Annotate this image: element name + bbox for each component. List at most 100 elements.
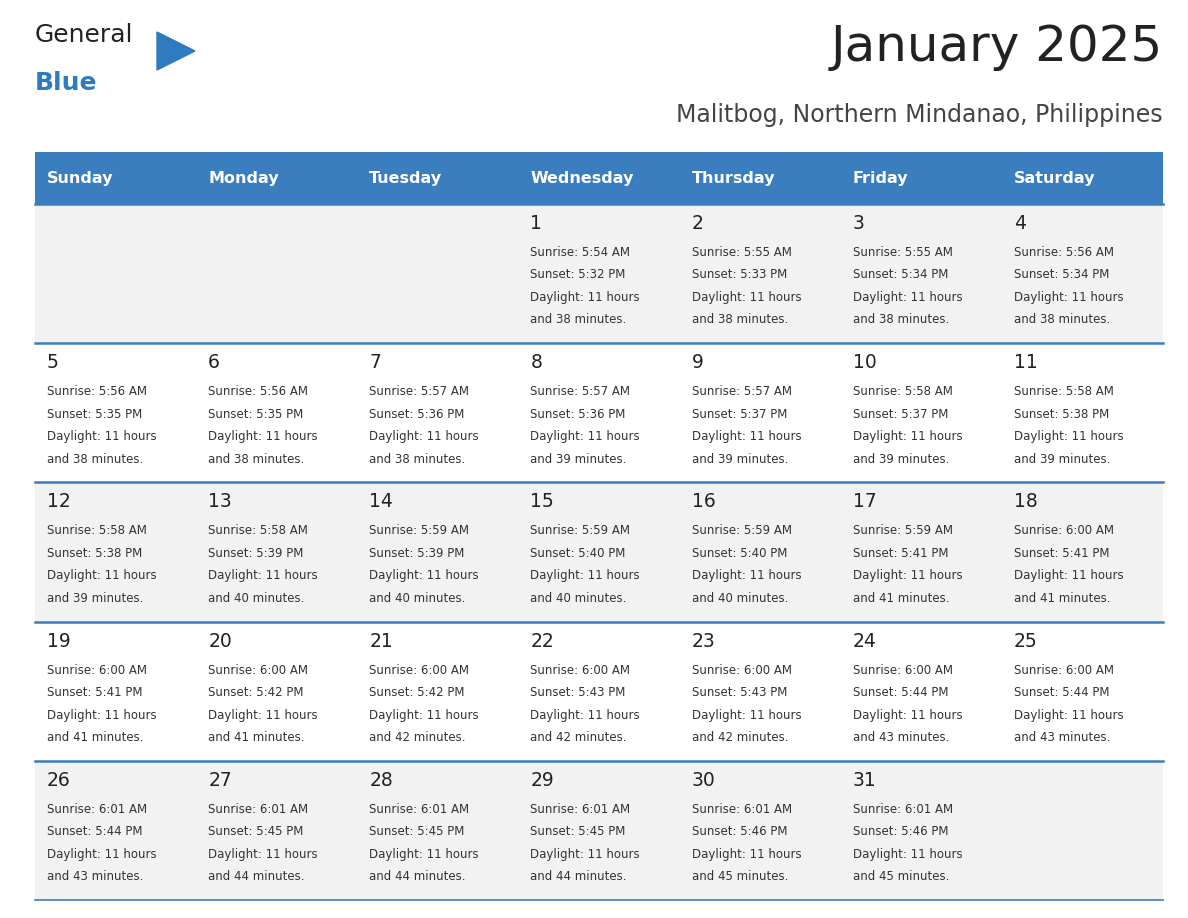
Bar	[34, 343, 1163, 482]
Text: 31: 31	[853, 771, 877, 789]
Text: Daylight: 11 hours: Daylight: 11 hours	[48, 848, 157, 861]
Text: Sunrise: 6:00 AM: Sunrise: 6:00 AM	[1013, 664, 1114, 677]
Text: and 38 minutes.: and 38 minutes.	[691, 314, 788, 327]
Text: Sunrise: 6:00 AM: Sunrise: 6:00 AM	[208, 664, 308, 677]
Text: Daylight: 11 hours: Daylight: 11 hours	[369, 431, 479, 443]
Text: Daylight: 11 hours: Daylight: 11 hours	[208, 431, 317, 443]
Text: Friday: Friday	[853, 171, 909, 185]
Text: Daylight: 11 hours: Daylight: 11 hours	[691, 848, 801, 861]
Text: and 38 minutes.: and 38 minutes.	[208, 453, 304, 465]
Bar	[34, 621, 1163, 761]
Bar	[841, 152, 1001, 204]
Text: Sunset: 5:41 PM: Sunset: 5:41 PM	[1013, 547, 1110, 560]
Text: 6: 6	[208, 353, 220, 372]
Text: Sunset: 5:45 PM: Sunset: 5:45 PM	[369, 825, 465, 838]
Text: Sunset: 5:40 PM: Sunset: 5:40 PM	[691, 547, 786, 560]
Text: and 40 minutes.: and 40 minutes.	[530, 592, 627, 605]
Text: Sunrise: 6:00 AM: Sunrise: 6:00 AM	[691, 664, 791, 677]
Text: and 41 minutes.: and 41 minutes.	[853, 592, 949, 605]
Bar	[34, 482, 1163, 621]
Text: Daylight: 11 hours: Daylight: 11 hours	[48, 431, 157, 443]
Text: Daylight: 11 hours: Daylight: 11 hours	[853, 291, 962, 304]
Text: Sunrise: 5:57 AM: Sunrise: 5:57 AM	[369, 386, 469, 398]
Text: 13: 13	[208, 492, 232, 511]
Text: Daylight: 11 hours: Daylight: 11 hours	[530, 569, 640, 582]
Text: Daylight: 11 hours: Daylight: 11 hours	[208, 569, 317, 582]
Text: Daylight: 11 hours: Daylight: 11 hours	[853, 709, 962, 722]
Text: Sunset: 5:43 PM: Sunset: 5:43 PM	[530, 686, 626, 700]
Text: Sunset: 5:32 PM: Sunset: 5:32 PM	[530, 268, 626, 282]
Text: 22: 22	[530, 632, 554, 651]
Bar	[680, 152, 841, 204]
Text: Daylight: 11 hours: Daylight: 11 hours	[853, 848, 962, 861]
Text: 24: 24	[853, 632, 877, 651]
Polygon shape	[157, 32, 195, 70]
Text: Sunset: 5:41 PM: Sunset: 5:41 PM	[48, 686, 143, 700]
Text: Sunset: 5:38 PM: Sunset: 5:38 PM	[48, 547, 143, 560]
Text: Daylight: 11 hours: Daylight: 11 hours	[691, 431, 801, 443]
Text: 16: 16	[691, 492, 715, 511]
Text: Sunset: 5:35 PM: Sunset: 5:35 PM	[208, 408, 303, 420]
Text: Daylight: 11 hours: Daylight: 11 hours	[691, 569, 801, 582]
Text: and 39 minutes.: and 39 minutes.	[1013, 453, 1111, 465]
Text: and 44 minutes.: and 44 minutes.	[208, 870, 304, 883]
Text: Sunset: 5:39 PM: Sunset: 5:39 PM	[369, 547, 465, 560]
Text: Sunset: 5:42 PM: Sunset: 5:42 PM	[208, 686, 304, 700]
Text: 25: 25	[1013, 632, 1037, 651]
Bar	[518, 152, 680, 204]
Text: Sunset: 5:37 PM: Sunset: 5:37 PM	[691, 408, 786, 420]
Text: 15: 15	[530, 492, 554, 511]
Text: Sunrise: 6:01 AM: Sunrise: 6:01 AM	[208, 803, 308, 816]
Text: 14: 14	[369, 492, 393, 511]
Text: Sunrise: 5:58 AM: Sunrise: 5:58 AM	[208, 524, 308, 537]
Text: and 43 minutes.: and 43 minutes.	[853, 731, 949, 744]
Text: 23: 23	[691, 632, 715, 651]
Text: and 40 minutes.: and 40 minutes.	[691, 592, 788, 605]
Text: Sunrise: 5:59 AM: Sunrise: 5:59 AM	[369, 524, 469, 537]
Text: and 43 minutes.: and 43 minutes.	[1013, 731, 1111, 744]
Text: Sunrise: 5:57 AM: Sunrise: 5:57 AM	[530, 386, 631, 398]
Text: Sunrise: 6:01 AM: Sunrise: 6:01 AM	[853, 803, 953, 816]
Text: Sunset: 5:41 PM: Sunset: 5:41 PM	[853, 547, 948, 560]
Text: Sunset: 5:45 PM: Sunset: 5:45 PM	[208, 825, 303, 838]
Text: Sunrise: 6:00 AM: Sunrise: 6:00 AM	[369, 664, 469, 677]
Text: Malitbog, Northern Mindanao, Philippines: Malitbog, Northern Mindanao, Philippines	[676, 103, 1163, 127]
Text: 3: 3	[853, 214, 865, 233]
Text: Blue: Blue	[34, 71, 97, 95]
Text: Wednesday: Wednesday	[530, 171, 634, 185]
Text: 19: 19	[48, 632, 71, 651]
Text: 28: 28	[369, 771, 393, 789]
Text: Daylight: 11 hours: Daylight: 11 hours	[691, 291, 801, 304]
Text: 26: 26	[48, 771, 71, 789]
Text: Sunrise: 6:01 AM: Sunrise: 6:01 AM	[48, 803, 147, 816]
Text: 11: 11	[1013, 353, 1037, 372]
Text: and 40 minutes.: and 40 minutes.	[369, 592, 466, 605]
Text: 18: 18	[1013, 492, 1037, 511]
Text: Daylight: 11 hours: Daylight: 11 hours	[1013, 431, 1124, 443]
Text: 5: 5	[48, 353, 59, 372]
Text: Sunrise: 5:59 AM: Sunrise: 5:59 AM	[691, 524, 791, 537]
Text: and 41 minutes.: and 41 minutes.	[1013, 592, 1111, 605]
Text: Sunset: 5:34 PM: Sunset: 5:34 PM	[853, 268, 948, 282]
Text: Sunrise: 5:55 AM: Sunrise: 5:55 AM	[853, 246, 953, 259]
Text: and 44 minutes.: and 44 minutes.	[369, 870, 466, 883]
Text: Daylight: 11 hours: Daylight: 11 hours	[530, 431, 640, 443]
Text: Sunset: 5:40 PM: Sunset: 5:40 PM	[530, 547, 626, 560]
Text: Sunrise: 6:00 AM: Sunrise: 6:00 AM	[48, 664, 147, 677]
Text: Daylight: 11 hours: Daylight: 11 hours	[369, 709, 479, 722]
Text: Sunset: 5:44 PM: Sunset: 5:44 PM	[853, 686, 948, 700]
Text: Sunset: 5:46 PM: Sunset: 5:46 PM	[853, 825, 948, 838]
Bar	[34, 761, 1163, 900]
Text: and 45 minutes.: and 45 minutes.	[853, 870, 949, 883]
Text: Daylight: 11 hours: Daylight: 11 hours	[530, 848, 640, 861]
Text: and 41 minutes.: and 41 minutes.	[48, 731, 144, 744]
Text: Daylight: 11 hours: Daylight: 11 hours	[48, 569, 157, 582]
Text: 30: 30	[691, 771, 715, 789]
Bar	[34, 152, 196, 204]
Text: Sunrise: 5:56 AM: Sunrise: 5:56 AM	[48, 386, 147, 398]
Text: and 45 minutes.: and 45 minutes.	[691, 870, 788, 883]
Text: Sunrise: 5:58 AM: Sunrise: 5:58 AM	[48, 524, 147, 537]
Text: Sunset: 5:33 PM: Sunset: 5:33 PM	[691, 268, 786, 282]
Text: Daylight: 11 hours: Daylight: 11 hours	[208, 848, 317, 861]
Bar	[196, 152, 358, 204]
